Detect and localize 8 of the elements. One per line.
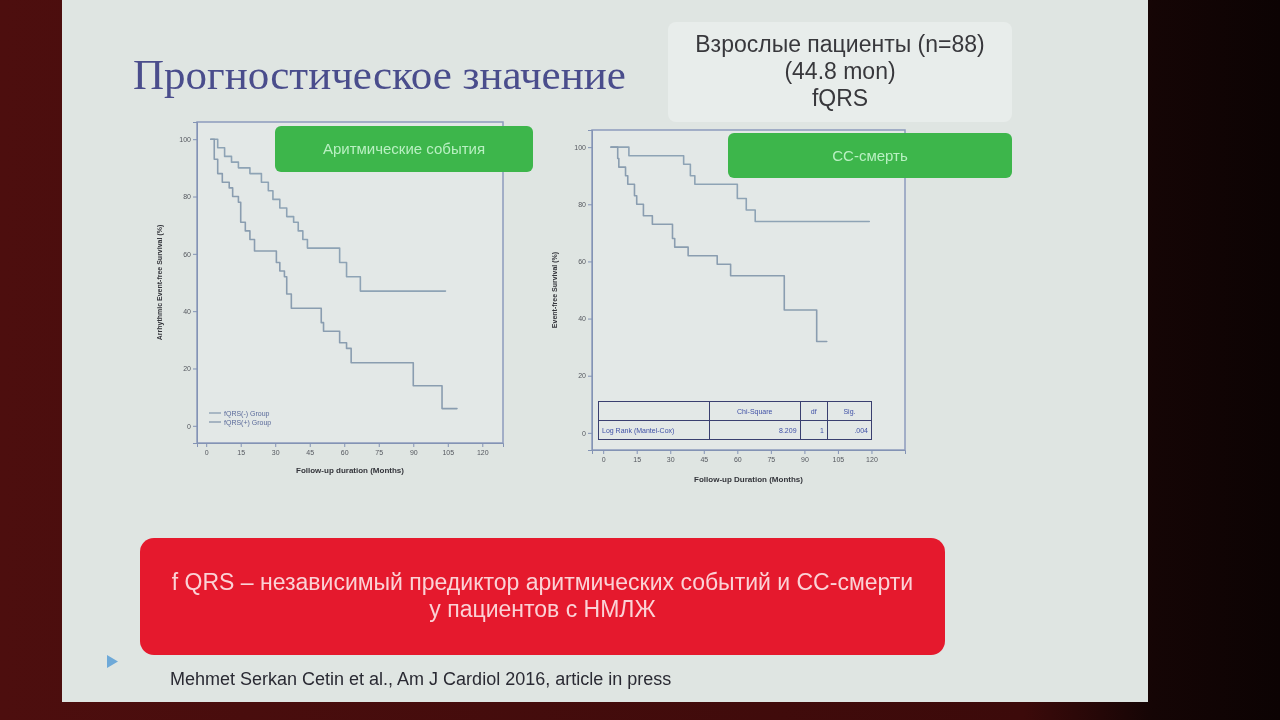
x-axis-title: Follow-up duration (Months) bbox=[296, 466, 405, 475]
alert-box: f QRS – независимый предиктор аритмических событий и СС-смерти у пациентов с НМЛЖ bbox=[140, 538, 945, 655]
text: СС-смерть bbox=[832, 146, 908, 164]
info-box: Взрослые пациенты (n=88) (44.8 mon) fQRS bbox=[668, 22, 1012, 122]
text: Mehmet Serkan Cetin et al., Am J Cardiol 2016, article in press bbox=[170, 669, 672, 690]
text: Аритмические события bbox=[322, 140, 486, 157]
x-axis-title: Follow-up Duration (Months) bbox=[694, 475, 804, 484]
text: Прогностическое значение bbox=[133, 50, 626, 99]
